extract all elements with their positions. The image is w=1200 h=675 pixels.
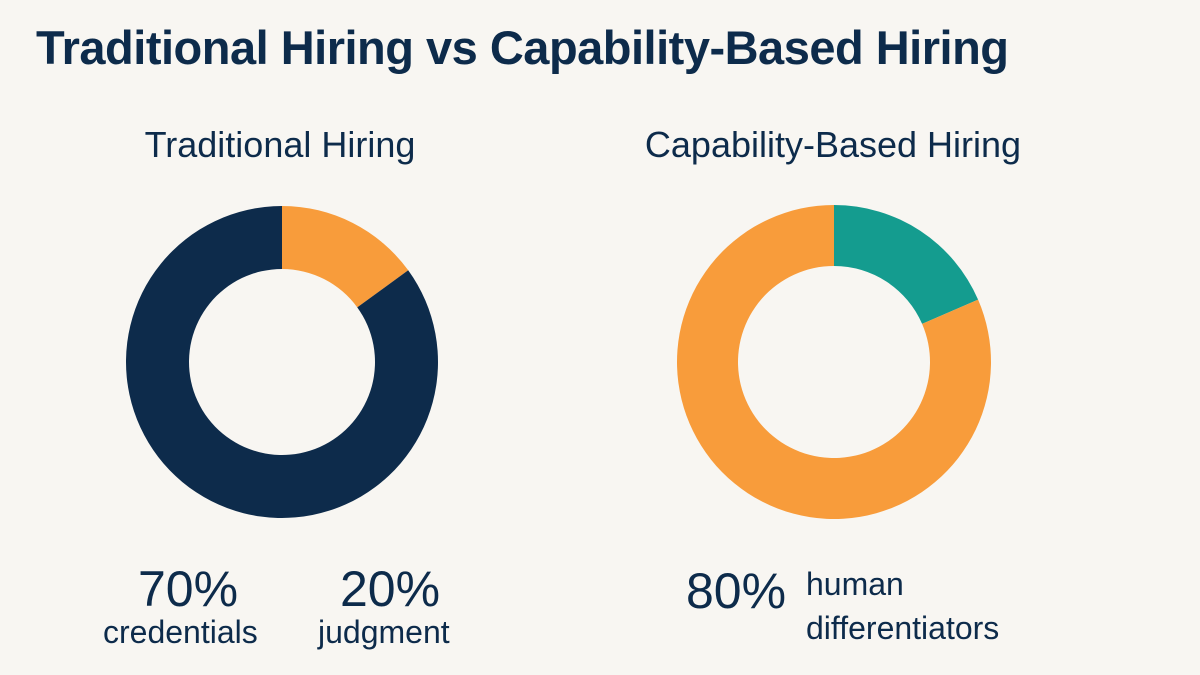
annotation-label: credentials bbox=[103, 614, 258, 650]
donut-1-slice-0 bbox=[834, 205, 979, 324]
annotation-value: 20% bbox=[340, 561, 441, 617]
annotation-value: 80% bbox=[686, 563, 787, 619]
donut-1-slice-1 bbox=[677, 205, 991, 519]
chart-title-traditional: Traditional Hiring bbox=[144, 124, 416, 165]
annotation-value: 70% bbox=[138, 561, 239, 617]
chart-title-capability: Capability-Based Hiring bbox=[644, 124, 1022, 165]
annotation-label: judgment bbox=[318, 614, 450, 650]
donut-0-slice-1 bbox=[126, 206, 439, 518]
main-title: Traditional Hiring vs Capability-Based H… bbox=[36, 21, 1009, 74]
annotation-label: human differentiators bbox=[806, 566, 1000, 646]
donut-0-slice-0 bbox=[282, 206, 409, 308]
